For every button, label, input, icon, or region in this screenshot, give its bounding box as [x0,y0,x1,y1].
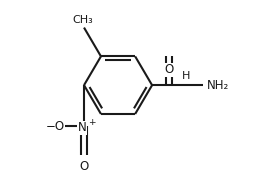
Text: −O: −O [46,120,65,133]
Text: O: O [80,160,89,173]
Text: N: N [78,121,87,134]
Text: O: O [164,63,174,76]
Text: CH₃: CH₃ [72,15,93,25]
Text: +: + [88,118,96,127]
Text: H: H [182,71,190,81]
Text: NH₂: NH₂ [206,79,229,92]
